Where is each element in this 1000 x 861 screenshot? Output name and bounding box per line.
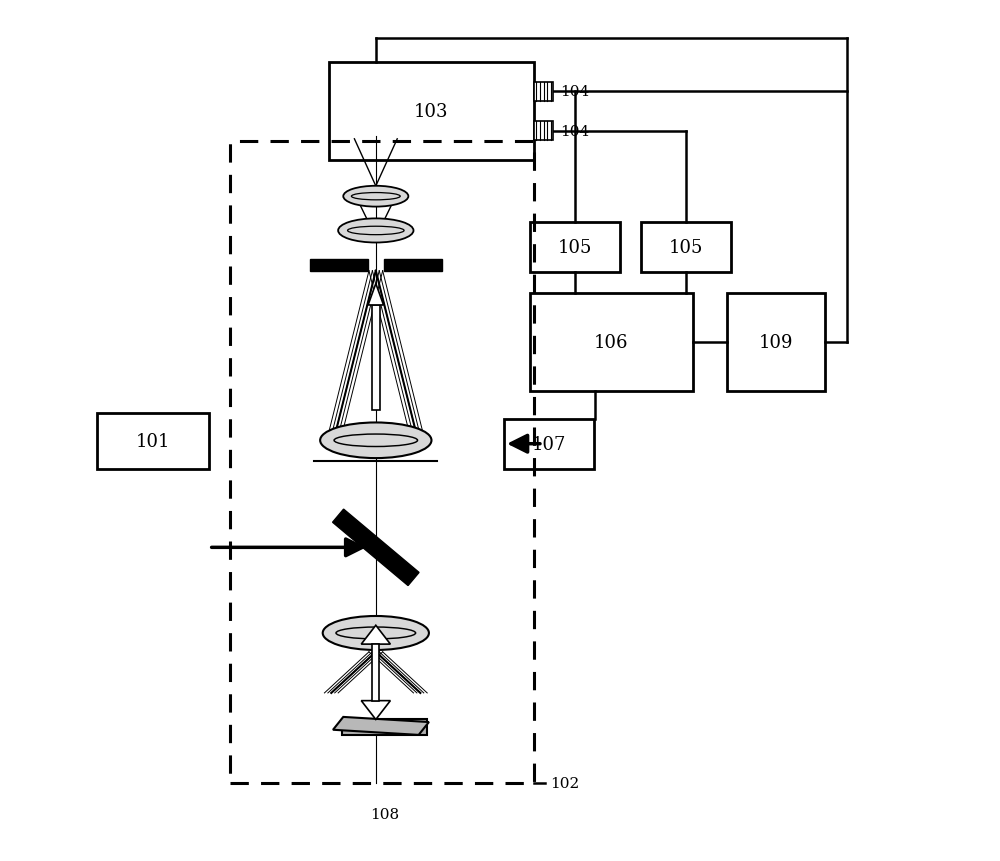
Text: 103: 103 [414,102,449,121]
Bar [329,63,534,161]
Polygon shape [361,701,390,720]
Text: 102: 102 [550,776,579,790]
Bar [534,122,553,141]
Bar [372,306,380,411]
Text: 107: 107 [532,435,566,453]
Text: 104: 104 [560,85,589,99]
FancyBboxPatch shape [342,720,427,735]
Bar [310,259,368,271]
Bar [534,83,553,102]
Bar [530,294,693,392]
Text: 108: 108 [370,807,399,821]
Ellipse shape [323,616,429,650]
Bar [372,644,379,701]
Text: 109: 109 [759,334,793,352]
Polygon shape [361,626,390,644]
Polygon shape [368,284,384,306]
Bar [504,419,594,469]
Bar [230,141,534,783]
Text: 101: 101 [136,432,170,450]
Bar [727,294,825,392]
Bar [641,223,731,272]
Polygon shape [333,510,419,585]
Text: 105: 105 [558,238,592,257]
Text: 104: 104 [560,125,589,139]
Ellipse shape [320,423,431,459]
Text: 106: 106 [594,334,629,352]
Ellipse shape [343,187,408,208]
Bar [384,259,442,271]
Bar [97,413,209,469]
Polygon shape [333,717,429,735]
Text: 105: 105 [669,238,703,257]
Bar [530,223,620,272]
Ellipse shape [338,220,413,243]
